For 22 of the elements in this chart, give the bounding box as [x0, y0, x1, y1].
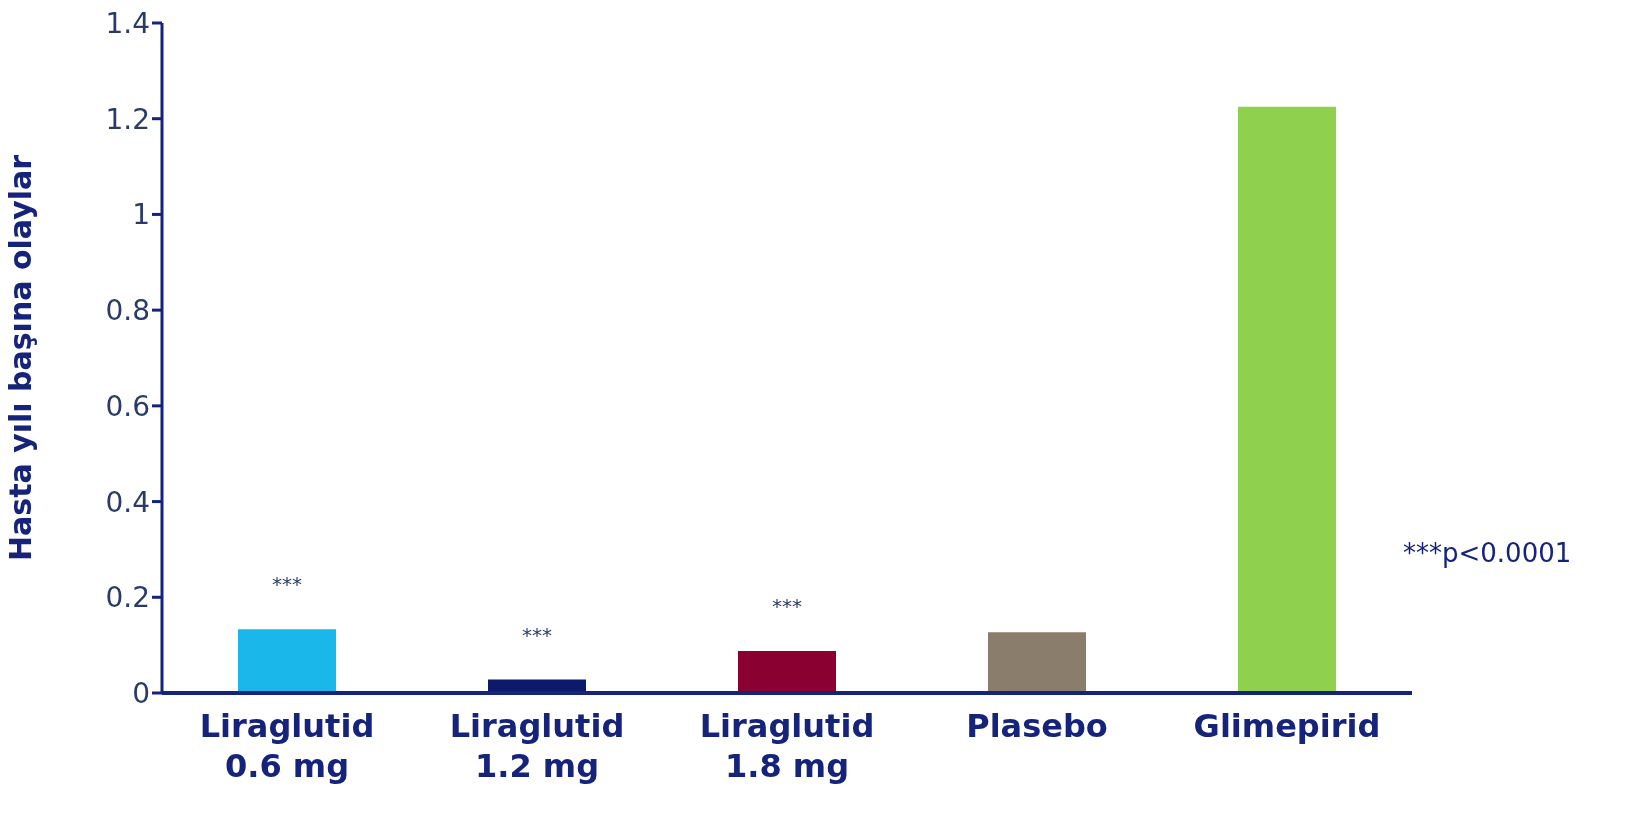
data-label: ***	[522, 622, 552, 647]
x-tick-label: Liraglutid 0.6 mg	[199, 707, 375, 785]
bar	[238, 629, 336, 693]
y-tick-label: 1.4	[105, 6, 150, 40]
data-label: ***	[772, 593, 802, 618]
x-tick-label: Liraglutid 1.2 mg	[449, 707, 625, 785]
y-tick-label: 1	[132, 198, 150, 232]
y-axis-title: Hasta yılı başına olaylar	[2, 154, 38, 562]
bar	[988, 632, 1086, 693]
x-tick-label: Glimepirid	[1193, 707, 1381, 745]
data-label: ***	[272, 572, 302, 597]
x-tick-label: Plasebo	[966, 707, 1108, 745]
y-tick-label: 0.2	[105, 581, 150, 615]
bar	[1238, 106, 1336, 693]
y-tick-label: 0.8	[105, 294, 150, 328]
annotation: ***p<0.0001	[1403, 538, 1572, 568]
bar	[738, 650, 836, 693]
y-tick-label: 1.2	[105, 102, 150, 136]
y-tick-label: 0.4	[105, 485, 150, 519]
x-tick-label: Liraglutid 1.8 mg	[699, 707, 875, 785]
y-tick-label: 0	[132, 676, 150, 710]
y-tick-label: 0.6	[105, 389, 150, 423]
